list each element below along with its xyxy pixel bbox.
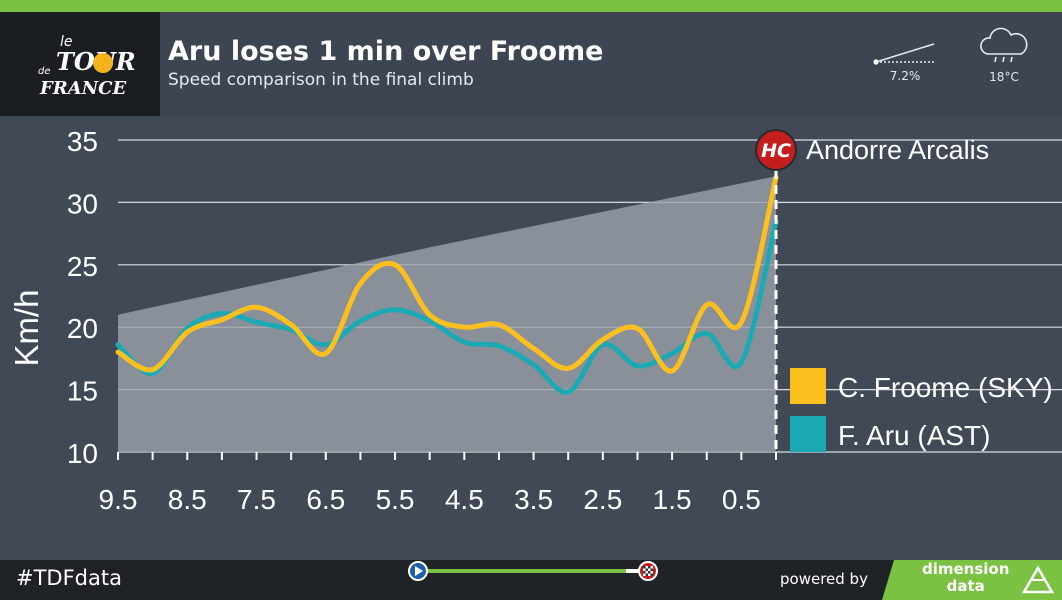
y-tick-label: 20: [67, 313, 98, 344]
y-tick-labels: 10 15 20 25 30 35: [67, 126, 98, 469]
top-accent-bar: [0, 0, 1062, 12]
x-tick-label: 9.5: [99, 484, 138, 515]
y-tick-label: 25: [67, 251, 98, 282]
gradient-value: 7.2%: [889, 69, 921, 83]
footer: #TDFdata powered by dimension data: [0, 560, 1062, 600]
climb-profile-area: [118, 176, 776, 452]
x-tick-label: 1.5: [653, 484, 692, 515]
sponsor-line-2: data: [946, 577, 985, 595]
weather-widget: 18°C: [978, 26, 1030, 84]
x-tick-label: 3.5: [514, 484, 553, 515]
x-tick-label: 0.5: [722, 484, 761, 515]
hc-badge: [755, 129, 797, 171]
rain-cloud-icon: [980, 27, 1028, 63]
tour-de-france-logo: le TOUR de FRANCE: [0, 12, 160, 116]
hc-badge-label: HC: [761, 140, 791, 162]
legend-swatch: [790, 416, 826, 452]
x-tick-label: 4.5: [445, 484, 484, 515]
speed-chart: HC Andorre Arcalis 10 15 20 25 30 35 9.5 8.5 7.…: [0, 116, 1062, 560]
legend-swatch: [790, 368, 826, 404]
y-tick-label: 10: [67, 438, 98, 469]
x-tick-label: 7.5: [237, 484, 276, 515]
legend: C. Froome (SKY) F. Aru (AST): [790, 368, 1053, 452]
dimension-data-logo: dimension data: [882, 560, 1062, 600]
x-tick-label: 6.5: [306, 484, 345, 515]
x-tick-label: 8.5: [168, 484, 207, 515]
logo-text-de: de: [38, 66, 51, 77]
x-tick-labels: 9.5 8.5 7.5 6.5 5.5 4.5 3.5 2.5 1.5 0.5: [99, 452, 777, 515]
logo-text-le: le: [60, 34, 73, 50]
y-tick-label: 35: [67, 126, 98, 157]
logo-sun: [93, 53, 113, 73]
speed-chart-svg: HC Andorre Arcalis 10 15 20 25 30 35 9.5 8.5 7.…: [8, 126, 1062, 515]
page-title: Aru loses 1 min over Froome: [168, 36, 604, 67]
legend-label: F. Aru (AST): [838, 420, 990, 451]
header: le TOUR de FRANCE Aru loses 1 min over F…: [0, 12, 1062, 116]
sponsor-name: dimension data: [922, 561, 1009, 595]
summit-name: Andorre Arcalis: [806, 135, 989, 165]
x-tick-label: 2.5: [583, 484, 622, 515]
y-tick-label: 30: [67, 188, 98, 219]
grid-lines-over-profile: [118, 139, 776, 453]
x-tick-label: 5.5: [376, 484, 415, 515]
y-axis-label: Km/h: [8, 289, 45, 366]
logo-text-france: FRANCE: [39, 78, 126, 99]
sponsor-line-1: dimension: [922, 560, 1010, 578]
y-tick-label: 15: [67, 376, 98, 407]
series-line-0: [115, 174, 779, 374]
gradient-widget: 7.2%: [872, 40, 938, 83]
series-lines: [115, 174, 779, 395]
slope-icon: [873, 43, 935, 65]
powered-by-label: powered by: [780, 570, 868, 588]
temperature-value: 18°C: [989, 70, 1019, 84]
legend-label: C. Froome (SKY): [838, 372, 1053, 403]
summit-marker: HC Andorre Arcalis: [755, 129, 989, 171]
hashtag: #TDFdata: [16, 566, 122, 590]
page-subtitle: Speed comparison in the final climb: [168, 70, 474, 90]
race-progress-bar: [408, 561, 658, 581]
